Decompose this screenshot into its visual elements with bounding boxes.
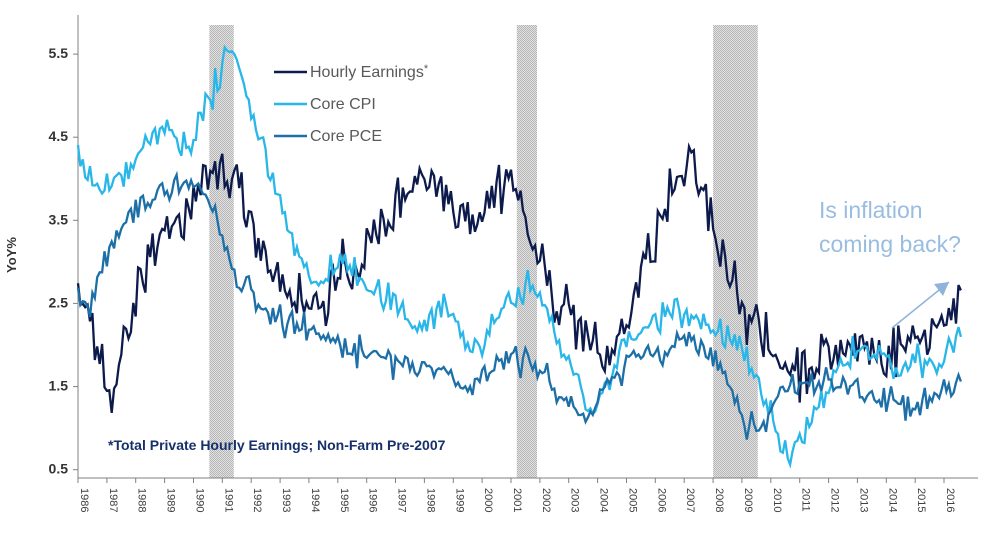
svg-text:1999: 1999: [453, 488, 465, 512]
svg-text:2009: 2009: [742, 488, 754, 512]
svg-text:Hourly Earnings*: Hourly Earnings*: [310, 63, 429, 81]
svg-text:1988: 1988: [136, 488, 148, 512]
svg-text:2006: 2006: [655, 488, 667, 512]
svg-text:2004: 2004: [598, 488, 610, 512]
svg-text:2.5: 2.5: [49, 294, 69, 310]
svg-text:2013: 2013: [857, 488, 869, 512]
svg-text:YoY%: YoY%: [4, 237, 19, 273]
svg-text:1987: 1987: [107, 488, 119, 512]
svg-text:coming back?: coming back?: [819, 231, 961, 257]
svg-text:2015: 2015: [915, 488, 927, 512]
svg-text:2003: 2003: [569, 488, 581, 512]
svg-text:1990: 1990: [194, 488, 206, 512]
svg-text:1994: 1994: [309, 488, 321, 512]
svg-text:2012: 2012: [829, 488, 841, 512]
svg-text:2011: 2011: [800, 488, 812, 512]
svg-text:1995: 1995: [338, 488, 350, 512]
svg-text:1993: 1993: [280, 488, 292, 512]
svg-text:1996: 1996: [367, 488, 379, 512]
svg-text:2002: 2002: [540, 488, 552, 512]
svg-text:1991: 1991: [222, 488, 234, 512]
svg-text:2007: 2007: [684, 488, 696, 512]
svg-text:2001: 2001: [511, 488, 523, 512]
svg-text:Core PCE: Core PCE: [310, 128, 382, 145]
svg-text:2005: 2005: [627, 488, 639, 512]
svg-text:2010: 2010: [771, 488, 783, 512]
svg-text:2008: 2008: [713, 488, 725, 512]
svg-text:5.5: 5.5: [49, 45, 69, 61]
svg-text:Is inflation: Is inflation: [819, 197, 923, 223]
svg-text:2014: 2014: [886, 488, 898, 512]
svg-text:1989: 1989: [165, 488, 177, 512]
svg-text:1986: 1986: [78, 488, 90, 512]
svg-text:*Total Private Hourly Earnings: *Total Private Hourly Earnings; Non-Farm…: [108, 437, 446, 453]
svg-text:1997: 1997: [396, 488, 408, 512]
svg-text:4.5: 4.5: [49, 128, 69, 144]
svg-text:3.5: 3.5: [49, 211, 69, 227]
svg-text:1998: 1998: [424, 488, 436, 512]
svg-text:Core CPI: Core CPI: [310, 96, 376, 113]
svg-text:0.5: 0.5: [49, 461, 69, 477]
svg-text:2016: 2016: [944, 488, 956, 512]
svg-text:1.5: 1.5: [49, 378, 69, 394]
svg-text:2000: 2000: [482, 488, 494, 512]
svg-text:1992: 1992: [251, 488, 263, 512]
